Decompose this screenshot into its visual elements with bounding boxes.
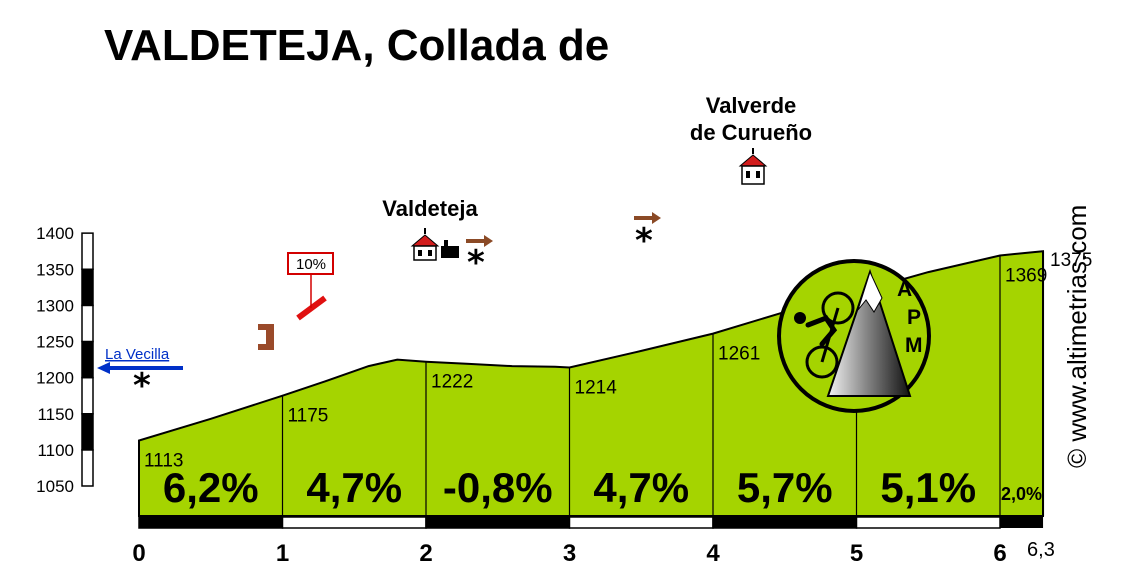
gradient-label: 4,7% <box>593 464 689 511</box>
y-tick-label: 1300 <box>36 296 74 315</box>
y-axis-ticks: 1050 1100 1150 1200 1250 1300 1350 1400 <box>36 224 74 496</box>
end-altitude-label: 1375 <box>1050 250 1092 271</box>
km-altitude-label: 1113 <box>144 450 183 471</box>
junction-arrow-icon <box>466 235 493 247</box>
gradient-label: 5,7% <box>737 464 833 511</box>
asterisk-icon: * <box>467 243 485 283</box>
y-tick-label: 1150 <box>37 405 74 424</box>
gradient-label: 2,0% <box>1001 484 1042 504</box>
village-icon <box>738 148 768 185</box>
x-tick-label: 2 <box>419 540 432 567</box>
y-tick-label: 1200 <box>36 369 74 388</box>
asterisk-icon: * <box>133 366 151 406</box>
distance-scale-bar <box>138 516 1044 529</box>
altitude-bar-segment <box>81 449 94 487</box>
altitude-bar-segment <box>81 376 94 415</box>
y-tick-label: 1250 <box>36 333 74 352</box>
x-end-label: 6,3 <box>1027 539 1055 561</box>
copyright-label: © www.altimetrias.com <box>1062 205 1092 468</box>
apm-logo: A P M <box>777 259 931 413</box>
altitude-bar-segment <box>81 413 94 451</box>
place-label-valdeteja: Valdeteja <box>382 196 478 221</box>
x-tick-label: 4 <box>706 540 720 567</box>
gradient-label: 6,2% <box>163 464 259 511</box>
distance-bar-segment <box>425 516 571 529</box>
y-tick-label: 1100 <box>37 441 74 460</box>
x-tick-label: 0 <box>132 540 145 567</box>
distance-bar-segment <box>568 516 714 529</box>
x-axis-ticks: 0 1 2 3 4 5 6 <box>132 540 1006 567</box>
max-slope-box <box>287 252 334 275</box>
distance-bar-segment <box>1000 517 1044 528</box>
altitude-bar-segment <box>81 340 94 379</box>
logo-letter: M <box>905 334 923 357</box>
junction-arrow-icon <box>634 212 661 224</box>
y-tick-label: 1050 <box>36 477 74 496</box>
altitude-scale-bar <box>81 232 94 487</box>
distance-bar-segment <box>712 516 858 529</box>
place-label-valverde-line2: de Curueño <box>690 120 812 145</box>
x-tick-label: 6 <box>993 540 1006 567</box>
bridge-icon <box>258 324 274 350</box>
gradient-labels: 6,2% 4,7% -0,8% 4,7% 5,7% 5,1% 2,0% <box>163 464 1042 511</box>
y-tick-label: 1400 <box>36 224 74 243</box>
x-tick-label: 5 <box>850 540 863 567</box>
village-icon <box>410 228 440 261</box>
asterisk-icon: * <box>635 221 653 261</box>
gradient-label: 4,7% <box>306 464 402 511</box>
altitude-bar-segment <box>81 268 94 307</box>
km-altitude-label: 1175 <box>288 406 329 427</box>
direction-label: La Vecilla <box>105 346 170 363</box>
km-altitude-label: 1261 <box>718 344 760 365</box>
gradient-label: 5,1% <box>880 464 976 511</box>
logo-letter: P <box>907 306 921 329</box>
x-tick-label: 1 <box>276 540 289 567</box>
direction-arrow-icon <box>97 362 110 374</box>
gradient-label: -0,8% <box>443 464 553 511</box>
logo-letter: A <box>897 278 912 301</box>
factory-icon <box>441 240 459 258</box>
distance-bar-segment <box>138 516 284 529</box>
distance-bar-segment <box>855 516 1001 529</box>
x-tick-label: 3 <box>563 540 576 567</box>
altitude-bar-segment <box>81 304 94 343</box>
km-altitude-label: 1214 <box>575 378 618 399</box>
y-tick-label: 1350 <box>36 260 74 279</box>
place-label-valverde-line1: Valverde <box>706 93 797 118</box>
chart-title: VALDETEJA, Collada de <box>104 21 609 70</box>
max-slope-label: 10% <box>296 256 326 273</box>
km-altitude-label: 1222 <box>431 372 473 393</box>
distance-bar-segment <box>281 516 427 529</box>
km-altitude-label: 1369 <box>1005 266 1047 287</box>
altitude-bar-segment <box>81 232 94 270</box>
